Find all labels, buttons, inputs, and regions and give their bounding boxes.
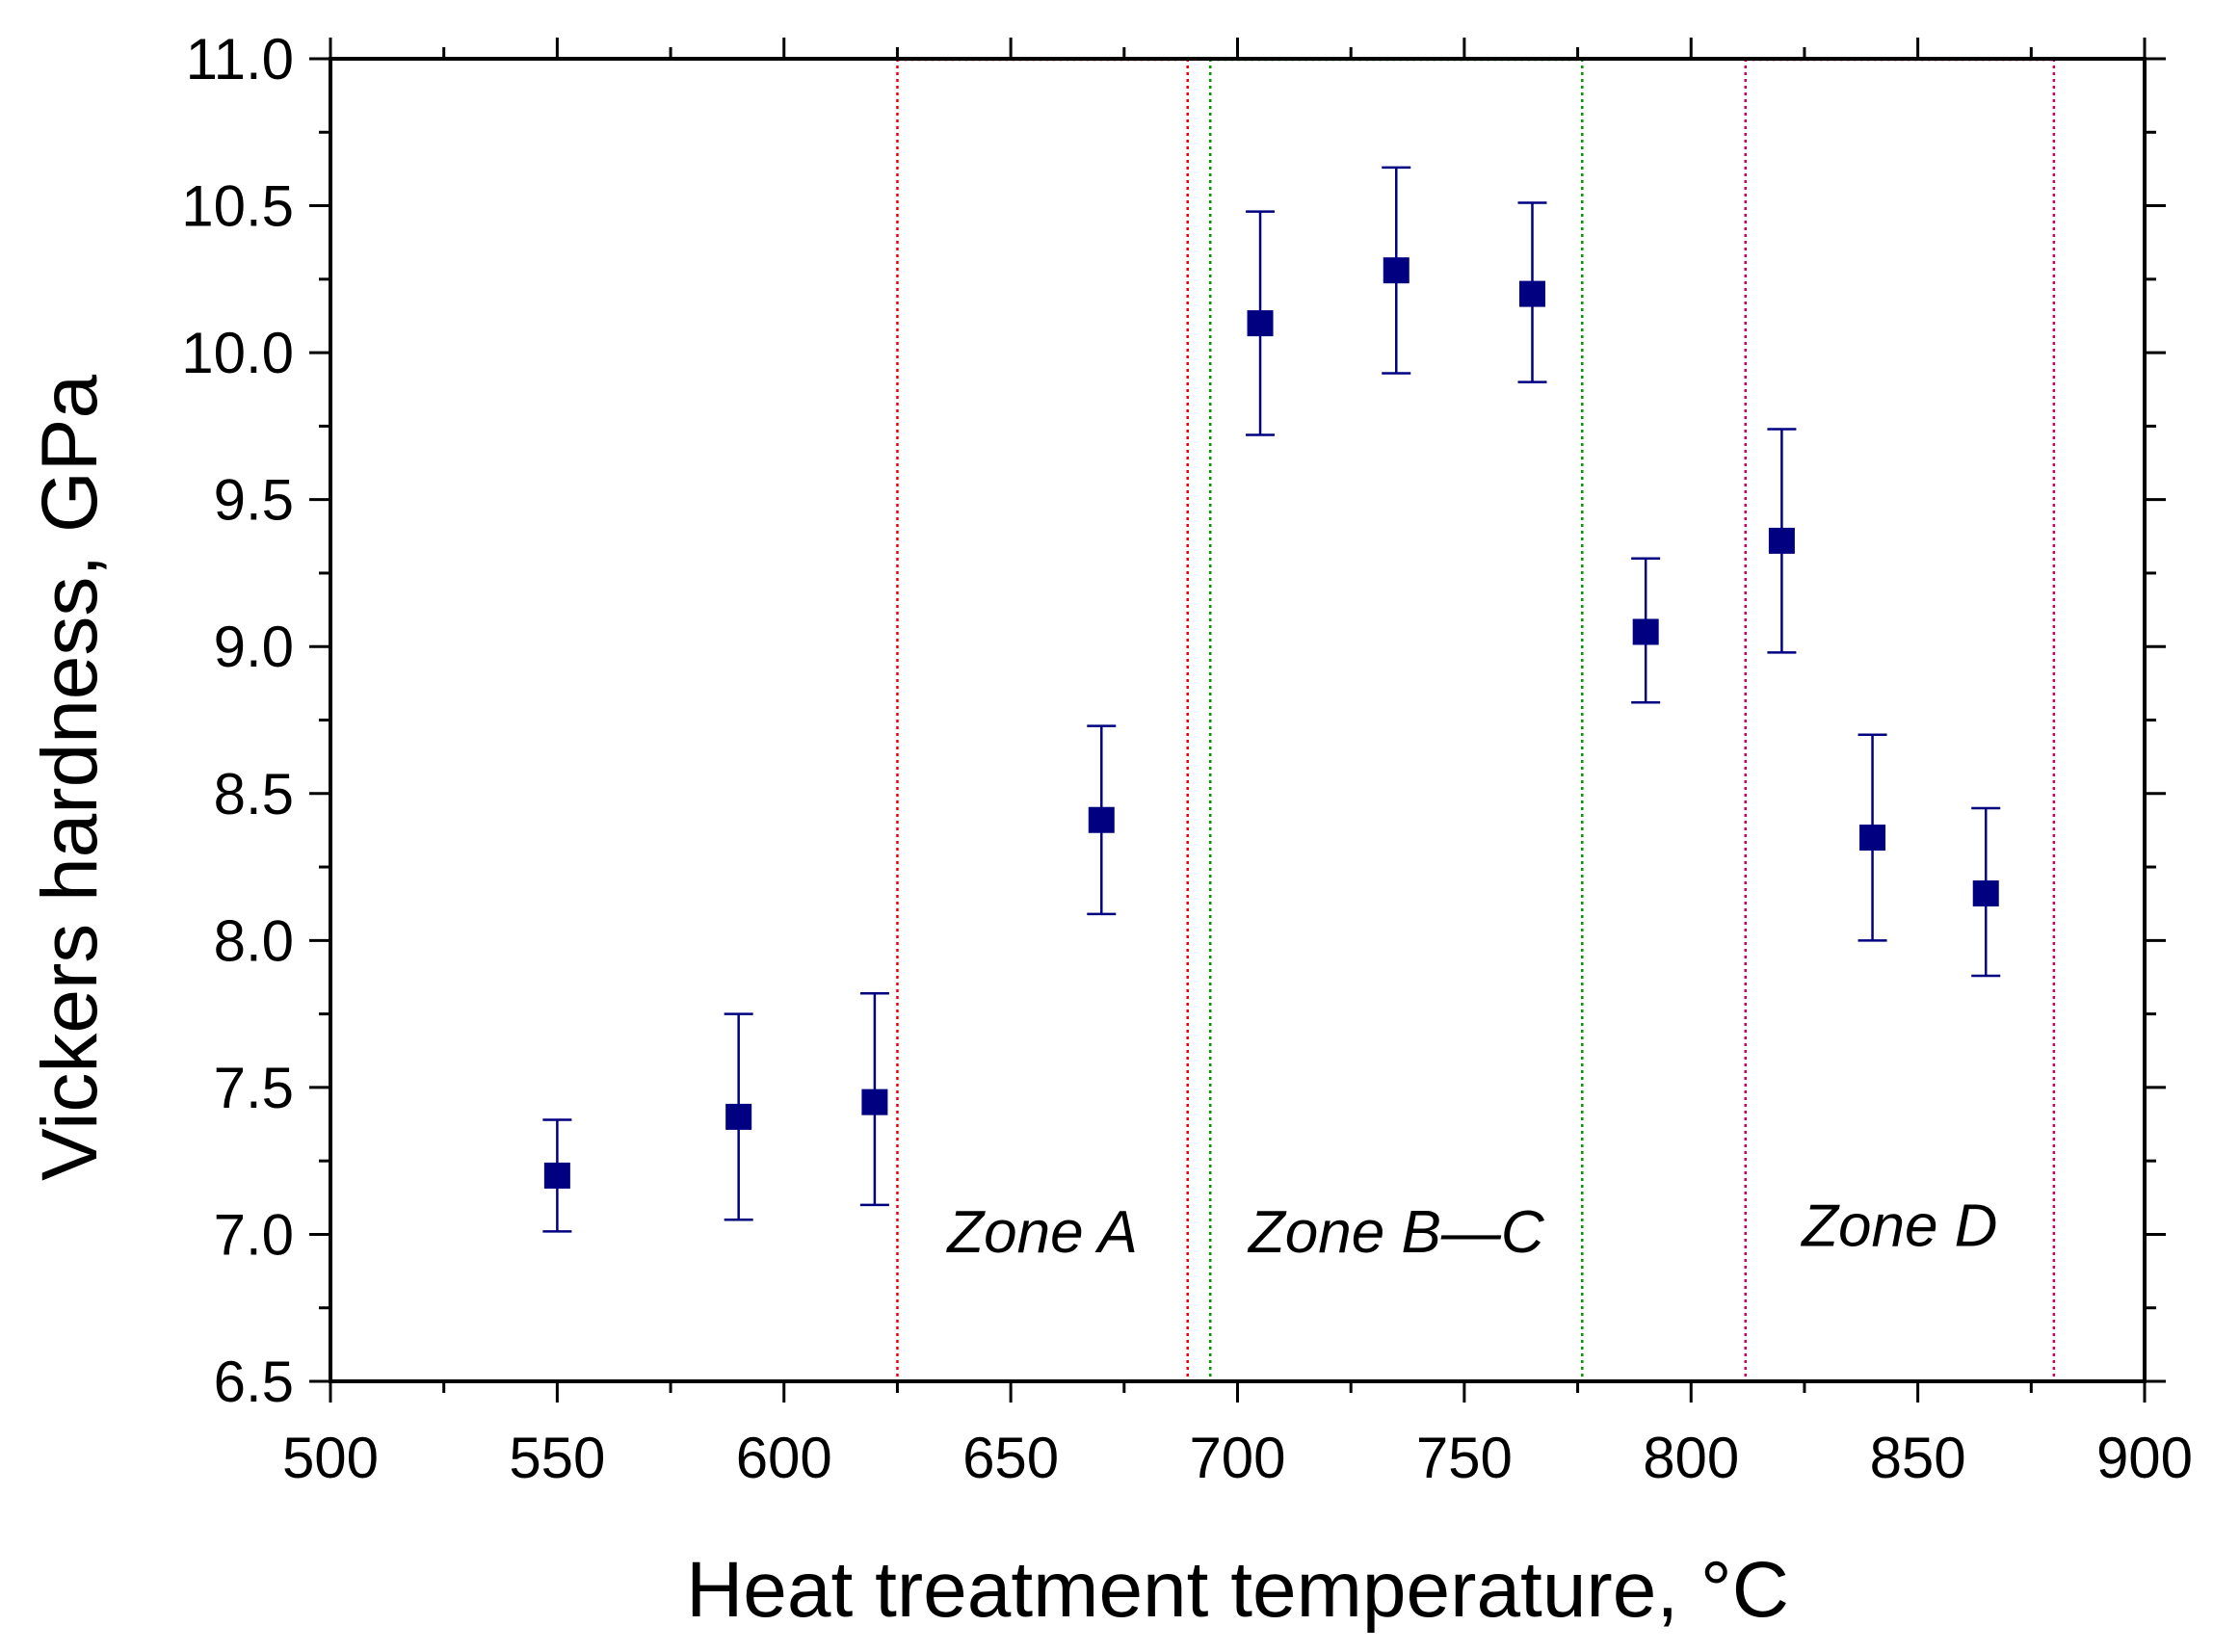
y-tick-label: 9.0: [214, 615, 294, 679]
data-series: [542, 166, 2001, 1233]
zone-boundaries: [896, 58, 2056, 1381]
x-tick-label: 750: [1416, 1426, 1513, 1490]
y-tick-label: 10.0: [181, 321, 294, 385]
data-point: [859, 992, 889, 1207]
data-point: [1517, 201, 1547, 383]
x-tick-label: 850: [1870, 1426, 1966, 1490]
data-point: [542, 1118, 572, 1233]
data-point: [1087, 724, 1117, 916]
data-point: [724, 1012, 753, 1221]
data-point: [1857, 733, 1887, 942]
data-marker-square: [1518, 280, 1545, 307]
zone-label: Zone B—C: [1247, 1199, 1545, 1266]
tick-labels: 500 550 600 650 700 750 800 850 900 6.5 7.0 7.5 8.0 8…: [181, 27, 2193, 1490]
y-tick-label: 8.0: [214, 908, 294, 973]
data-marker-square: [1859, 825, 1886, 852]
zone-label: Zone D: [1800, 1193, 1997, 1260]
y-tick-label: 9.5: [214, 468, 294, 533]
y-tick-label: 10.5: [181, 174, 294, 239]
data-marker-square: [1383, 257, 1409, 284]
y-tick-label: 7.0: [214, 1202, 294, 1267]
data-marker-square: [861, 1088, 888, 1115]
zone-labels: Zone A Zone B—C Zone D: [945, 1193, 1997, 1266]
data-point: [1631, 557, 1661, 704]
data-point: [1767, 428, 1797, 654]
data-marker-square: [1632, 618, 1659, 645]
y-axis-title: Vickers hardness, GPa: [26, 375, 114, 1181]
x-tick-label: 650: [962, 1426, 1059, 1490]
data-point: [1971, 806, 2001, 978]
data-point: [1382, 166, 1411, 375]
data-point: [1246, 210, 1276, 436]
data-marker-square: [1972, 880, 1999, 907]
x-axis-title: Heat treatment temperature, °C: [686, 1546, 1789, 1634]
x-tick-label: 550: [509, 1426, 605, 1490]
y-tick-label: 11.0: [186, 27, 294, 92]
y-tick-label: 7.5: [214, 1056, 294, 1120]
plot-area-frame: [329, 57, 2147, 1383]
data-marker-square: [543, 1162, 570, 1189]
data-marker-square: [1088, 806, 1115, 833]
y-tick-label: 8.5: [214, 762, 294, 826]
zone-label: Zone A: [945, 1199, 1138, 1266]
data-marker-square: [1247, 310, 1274, 337]
data-marker-square: [1768, 527, 1795, 554]
x-tick-label: 800: [1643, 1426, 1739, 1490]
x-tick-label: 900: [2096, 1426, 2193, 1490]
x-tick-label: 500: [282, 1426, 379, 1490]
x-tick-label: 700: [1189, 1426, 1285, 1490]
y-tick-label: 6.5: [214, 1350, 294, 1414]
data-marker-square: [725, 1103, 752, 1130]
x-tick-label: 600: [736, 1426, 832, 1490]
